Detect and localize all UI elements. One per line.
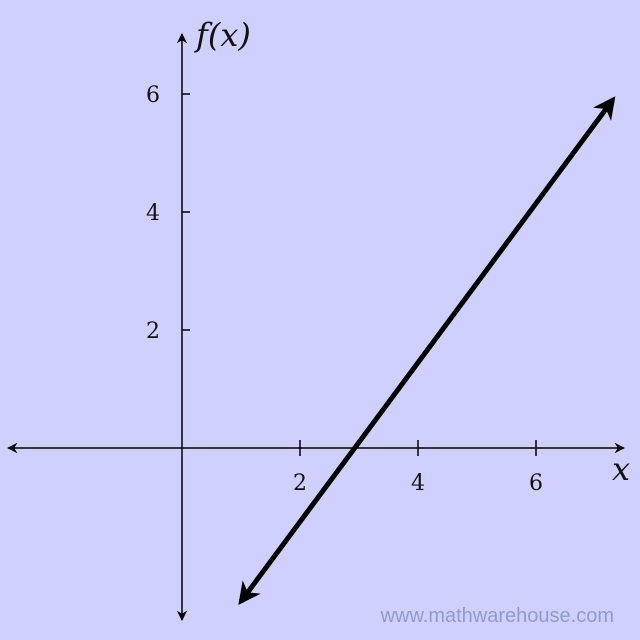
y-tick-label: 6 xyxy=(146,83,160,108)
y-tick-group: 2 4 6 xyxy=(146,83,190,344)
watermark-text: www.mathwarehouse.com xyxy=(380,605,614,627)
x-tick-label: 6 xyxy=(529,471,543,496)
y-axis-title: f(x) xyxy=(194,16,251,54)
y-tick-label: 4 xyxy=(146,201,160,226)
x-axis-title: x xyxy=(612,450,630,488)
y-tick-label: 2 xyxy=(146,319,160,344)
series-line xyxy=(238,96,616,606)
x-tick-label: 2 xyxy=(293,471,307,496)
x-tick-label: 4 xyxy=(411,471,425,496)
